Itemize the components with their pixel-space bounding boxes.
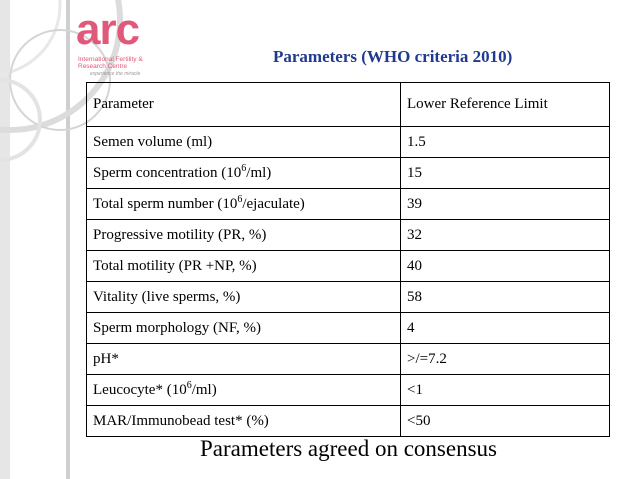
parameter-cell: Sperm morphology (NF, %)	[86, 312, 401, 344]
superscript: 6	[241, 162, 247, 174]
parameter-cell: pH*	[86, 343, 401, 375]
table-row: Total sperm number (106/ejaculate) 39	[86, 188, 610, 220]
limit-cell: 15	[400, 157, 610, 189]
parameter-cell: Progressive motility (PR, %)	[86, 219, 401, 251]
logo-tagline: experience the miracle	[90, 71, 141, 77]
parameter-text: Sperm concentration (10	[93, 164, 242, 181]
parameter-cell: MAR/Immunobead test* (%)	[86, 405, 401, 437]
limit-cell: 40	[400, 250, 610, 282]
limit-cell: <50	[400, 405, 610, 437]
limit-cell: >/=7.2	[400, 343, 610, 375]
logo-line-1: International Fertility &	[78, 56, 143, 63]
slide-title: Parameters (WHO criteria 2010)	[273, 47, 513, 66]
parameter-cell: Vitality (live sperms, %)	[86, 281, 401, 313]
parameter-cell: Total motility (PR +NP, %)	[86, 250, 401, 282]
parameter-unit: /ml)	[191, 381, 217, 398]
parameter-unit: /ml)	[246, 164, 272, 181]
superscript: 6	[186, 379, 192, 391]
parameter-cell: Leucocyte* (106/ml)	[86, 374, 401, 406]
parameter-text: Leucocyte* (10	[93, 381, 187, 398]
limit-cell: 1.5	[400, 126, 610, 158]
table-row: Leucocyte* (106/ml) <1	[86, 374, 610, 406]
table-row: Sperm concentration (106/ml) 15	[86, 157, 610, 189]
table-header-row: Parameter Lower Reference Limit	[86, 82, 610, 127]
table-row: pH* >/=7.2	[86, 343, 610, 375]
table-row: Progressive motility (PR, %) 32	[86, 219, 610, 251]
table-row: Semen volume (ml) 1.5	[86, 126, 610, 158]
arc-logo: arc International Fertility & Research C…	[76, 8, 186, 80]
parameter-cell: Total sperm number (106/ejaculate)	[86, 188, 401, 220]
header-lower-reference-limit: Lower Reference Limit	[400, 82, 610, 127]
parameter-text: Total sperm number (10	[93, 195, 238, 212]
superscript: 6	[237, 193, 243, 205]
limit-cell: 32	[400, 219, 610, 251]
table-row: Total motility (PR +NP, %) 40	[86, 250, 610, 282]
parameter-cell: Sperm concentration (106/ml)	[86, 157, 401, 189]
parameters-table: Parameter Lower Reference Limit Semen vo…	[86, 82, 610, 437]
limit-cell: 4	[400, 312, 610, 344]
parameter-unit: /ejaculate)	[242, 195, 305, 212]
limit-cell: 39	[400, 188, 610, 220]
limit-cell: 58	[400, 281, 610, 313]
footer-caption: Parameters agreed on consensus	[200, 436, 497, 461]
table-row: Sperm morphology (NF, %) 4	[86, 312, 610, 344]
parameter-cell: Semen volume (ml)	[86, 126, 401, 158]
logo-line-2: Research Centre	[78, 63, 128, 70]
table-row: Vitality (live sperms, %) 58	[86, 281, 610, 313]
table-row: MAR/Immunobead test* (%) <50	[86, 405, 610, 437]
limit-cell: <1	[400, 374, 610, 406]
logo-mark: arc	[76, 5, 140, 54]
header-parameter: Parameter	[86, 82, 401, 127]
